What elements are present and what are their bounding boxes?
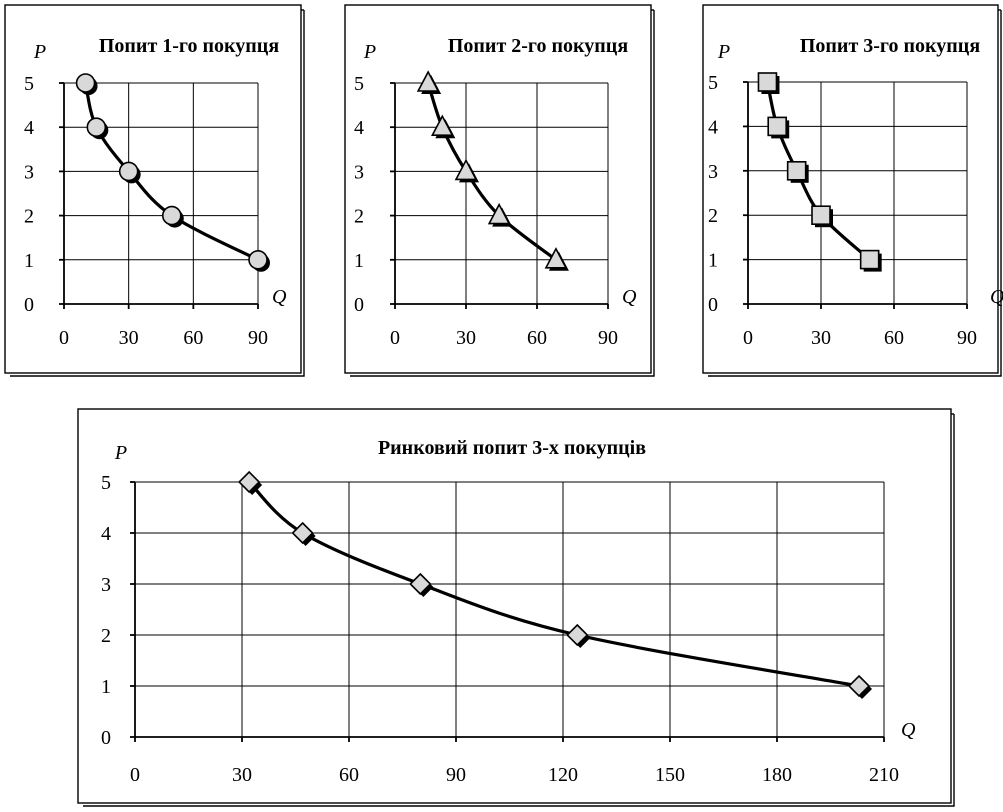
data-point-diamond xyxy=(566,623,589,647)
x-tick-label: 30 xyxy=(811,327,831,349)
x-tick-label: 180 xyxy=(762,764,792,786)
y-tick-label: 2 xyxy=(24,206,34,228)
chart-panel-buyer-2: 0 30 60 90 0 1 2 3 4 5 Попит 2-го покупця P Q xyxy=(344,4,656,378)
x-tick-label: 90 xyxy=(446,764,466,786)
chart-border-shadow xyxy=(350,10,655,377)
data-point-diamond xyxy=(291,521,314,545)
x-tick-label: 150 xyxy=(655,764,685,786)
data-point-circle xyxy=(118,161,139,182)
y-tick-label: 4 xyxy=(354,117,364,139)
chart-panel-buyer-3: 0 30 60 90 0 1 2 3 4 5 Попит 3-го покупця P Q xyxy=(702,4,1003,378)
x-axis-label: Q xyxy=(990,286,1003,308)
chart-svg: 0 30 60 90 120 150 180 210 0 1 2 3 4 5 Ринковий попит … xyxy=(77,408,955,807)
y-tick-label: 3 xyxy=(708,161,718,183)
chart-border xyxy=(77,408,952,804)
chart-title: Попит 2-го покупця xyxy=(448,35,628,57)
y-axis-label: P xyxy=(717,41,730,63)
chart-border-shadow xyxy=(83,414,955,807)
data-point-square xyxy=(767,116,787,137)
x-tick-label: 30 xyxy=(456,327,476,349)
x-tick-label: 30 xyxy=(119,327,139,349)
data-point-circle xyxy=(75,73,96,93)
y-tick-label: 3 xyxy=(24,161,34,183)
y-tick-label: 2 xyxy=(101,625,111,647)
chart-svg: 0 30 60 90 0 1 2 3 4 5 Попит 2-го покупця P Q xyxy=(344,4,655,377)
data-point-triangle xyxy=(544,247,568,269)
x-tick-label: 90 xyxy=(957,327,977,349)
y-tick-label: 4 xyxy=(708,116,718,138)
chart-border xyxy=(344,4,652,374)
data-point-triangle xyxy=(487,202,511,225)
y-tick-label: 0 xyxy=(101,727,111,749)
data-points xyxy=(238,470,873,699)
data-point-triangle xyxy=(454,158,478,181)
x-tick-label: 60 xyxy=(339,764,359,786)
y-tick-label: 4 xyxy=(24,117,34,139)
x-axis-label: Q xyxy=(901,719,916,741)
x-tick-label: 90 xyxy=(598,327,618,349)
x-tick-label: 0 xyxy=(743,327,753,349)
x-tick-label: 60 xyxy=(183,327,203,349)
x-tick-label: 120 xyxy=(548,764,578,786)
y-tick-label: 5 xyxy=(24,73,34,95)
data-points xyxy=(757,72,882,272)
chart-title: Ринковий попит 3-х покупців xyxy=(378,437,646,459)
y-axis-label: P xyxy=(33,41,46,63)
y-tick-label: 1 xyxy=(24,250,34,272)
y-tick-label: 0 xyxy=(354,294,364,316)
x-tick-label: 60 xyxy=(884,327,904,349)
chart-border-shadow xyxy=(10,10,305,377)
data-point-square xyxy=(757,72,778,92)
x-tick-label: 30 xyxy=(232,764,252,786)
y-tick-label: 4 xyxy=(101,523,111,545)
data-point-diamond xyxy=(409,572,432,596)
data-point-diamond xyxy=(238,470,261,494)
chart-title: Попит 1-го покупця xyxy=(99,35,279,57)
data-point-circle xyxy=(161,205,182,226)
y-tick-label: 1 xyxy=(354,250,364,272)
data-point-square xyxy=(811,205,831,225)
y-tick-label: 0 xyxy=(708,294,718,316)
y-tick-label: 0 xyxy=(24,294,34,316)
data-point-diamond xyxy=(847,674,871,698)
chart-border xyxy=(702,4,999,374)
data-points xyxy=(75,73,270,272)
y-tick-label: 3 xyxy=(101,574,111,596)
chart-panel-market: 0 30 60 90 120 150 180 210 0 1 2 3 4 5 Ринковий попит … xyxy=(77,408,956,808)
y-tick-label: 3 xyxy=(354,161,364,183)
x-tick-label: 0 xyxy=(390,327,400,349)
y-tick-label: 5 xyxy=(101,472,111,494)
x-tick-label: 210 xyxy=(869,764,899,786)
y-tick-label: 1 xyxy=(708,250,718,272)
x-tick-label: 0 xyxy=(59,327,69,349)
y-tick-label: 1 xyxy=(101,676,111,698)
chart-svg: 0 30 60 90 0 1 2 3 4 5 Попит 1-го покупця P Q xyxy=(4,4,305,377)
data-point-square xyxy=(859,249,880,270)
chart-border-shadow xyxy=(708,10,1002,377)
data-point-circle xyxy=(248,250,268,270)
y-tick-label: 5 xyxy=(354,73,364,95)
y-tick-label: 2 xyxy=(708,205,718,227)
chart-title: Попит 3-го покупця xyxy=(800,35,980,57)
y-axis-label: P xyxy=(363,41,376,63)
y-axis-label: P xyxy=(114,442,127,464)
data-points xyxy=(416,70,569,271)
x-axis-label: Q xyxy=(272,286,287,308)
data-point-square xyxy=(786,161,807,181)
x-tick-label: 60 xyxy=(527,327,547,349)
chart-border xyxy=(4,4,302,374)
y-tick-label: 2 xyxy=(354,206,364,228)
data-point-triangle xyxy=(416,70,440,92)
chart-svg: 0 30 60 90 0 1 2 3 4 5 Попит 3-го покупця P Q xyxy=(702,4,1003,377)
y-tick-label: 5 xyxy=(708,72,718,94)
chart-panel-buyer-1: 0 30 60 90 0 1 2 3 4 5 Попит 1-го покупця P Q xyxy=(4,4,306,378)
x-tick-label: 90 xyxy=(248,327,268,349)
x-axis-label: Q xyxy=(622,286,637,308)
data-point-triangle xyxy=(431,114,454,136)
x-tick-label: 0 xyxy=(130,764,140,786)
data-point-circle xyxy=(86,117,107,137)
